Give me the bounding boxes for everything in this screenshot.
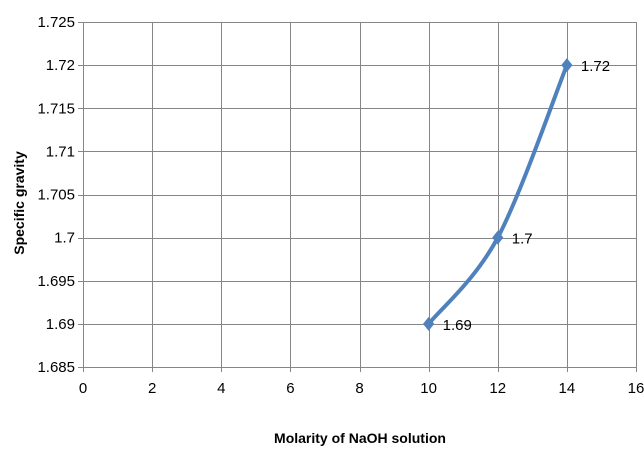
x-tick-label: 2 [148,380,156,397]
x-tick-label: 10 [420,380,437,397]
data-point-marker [423,316,435,331]
y-tick-label: 1.7 [54,230,75,247]
data-label: 1.69 [443,317,472,334]
x-tick-label: 16 [628,380,644,397]
x-tick-label: 0 [79,380,87,397]
data-label: 1.7 [512,231,533,248]
y-axis-title: Specific gravity [11,151,27,255]
y-axis-tick-labels: 1.685 1.69 1.695 1.7 1.705 1.71 1.715 1.72 1.725 [37,14,75,376]
gridlines [83,22,637,367]
x-tick-label: 6 [286,380,294,397]
y-tick-label: 1.715 [37,100,75,117]
x-tick-label: 14 [559,380,576,397]
series-line-path [426,63,569,326]
x-tick-label: 8 [355,380,363,397]
x-tick-label: 12 [489,380,506,397]
data-point-marker [561,58,573,73]
y-tick-label: 1.69 [46,316,75,333]
data-labels: 1.69 1.7 1.72 [443,58,610,334]
y-tick-label: 1.705 [37,187,75,204]
y-tick-label: 1.71 [46,143,75,160]
y-tick-label: 1.685 [37,359,75,376]
x-axis-tick-labels: 0 2 4 6 8 10 12 14 16 [79,380,644,397]
series-line [426,63,569,326]
x-tick-label: 4 [217,380,225,397]
data-markers [423,58,573,331]
y-tick-label: 1.695 [37,273,75,290]
data-label: 1.72 [581,58,610,75]
y-tick-label: 1.72 [46,57,75,74]
data-point-marker [492,230,504,245]
axes [78,22,637,372]
y-tick-label: 1.725 [37,14,75,31]
x-axis-title: Molarity of NaOH solution [274,430,446,446]
